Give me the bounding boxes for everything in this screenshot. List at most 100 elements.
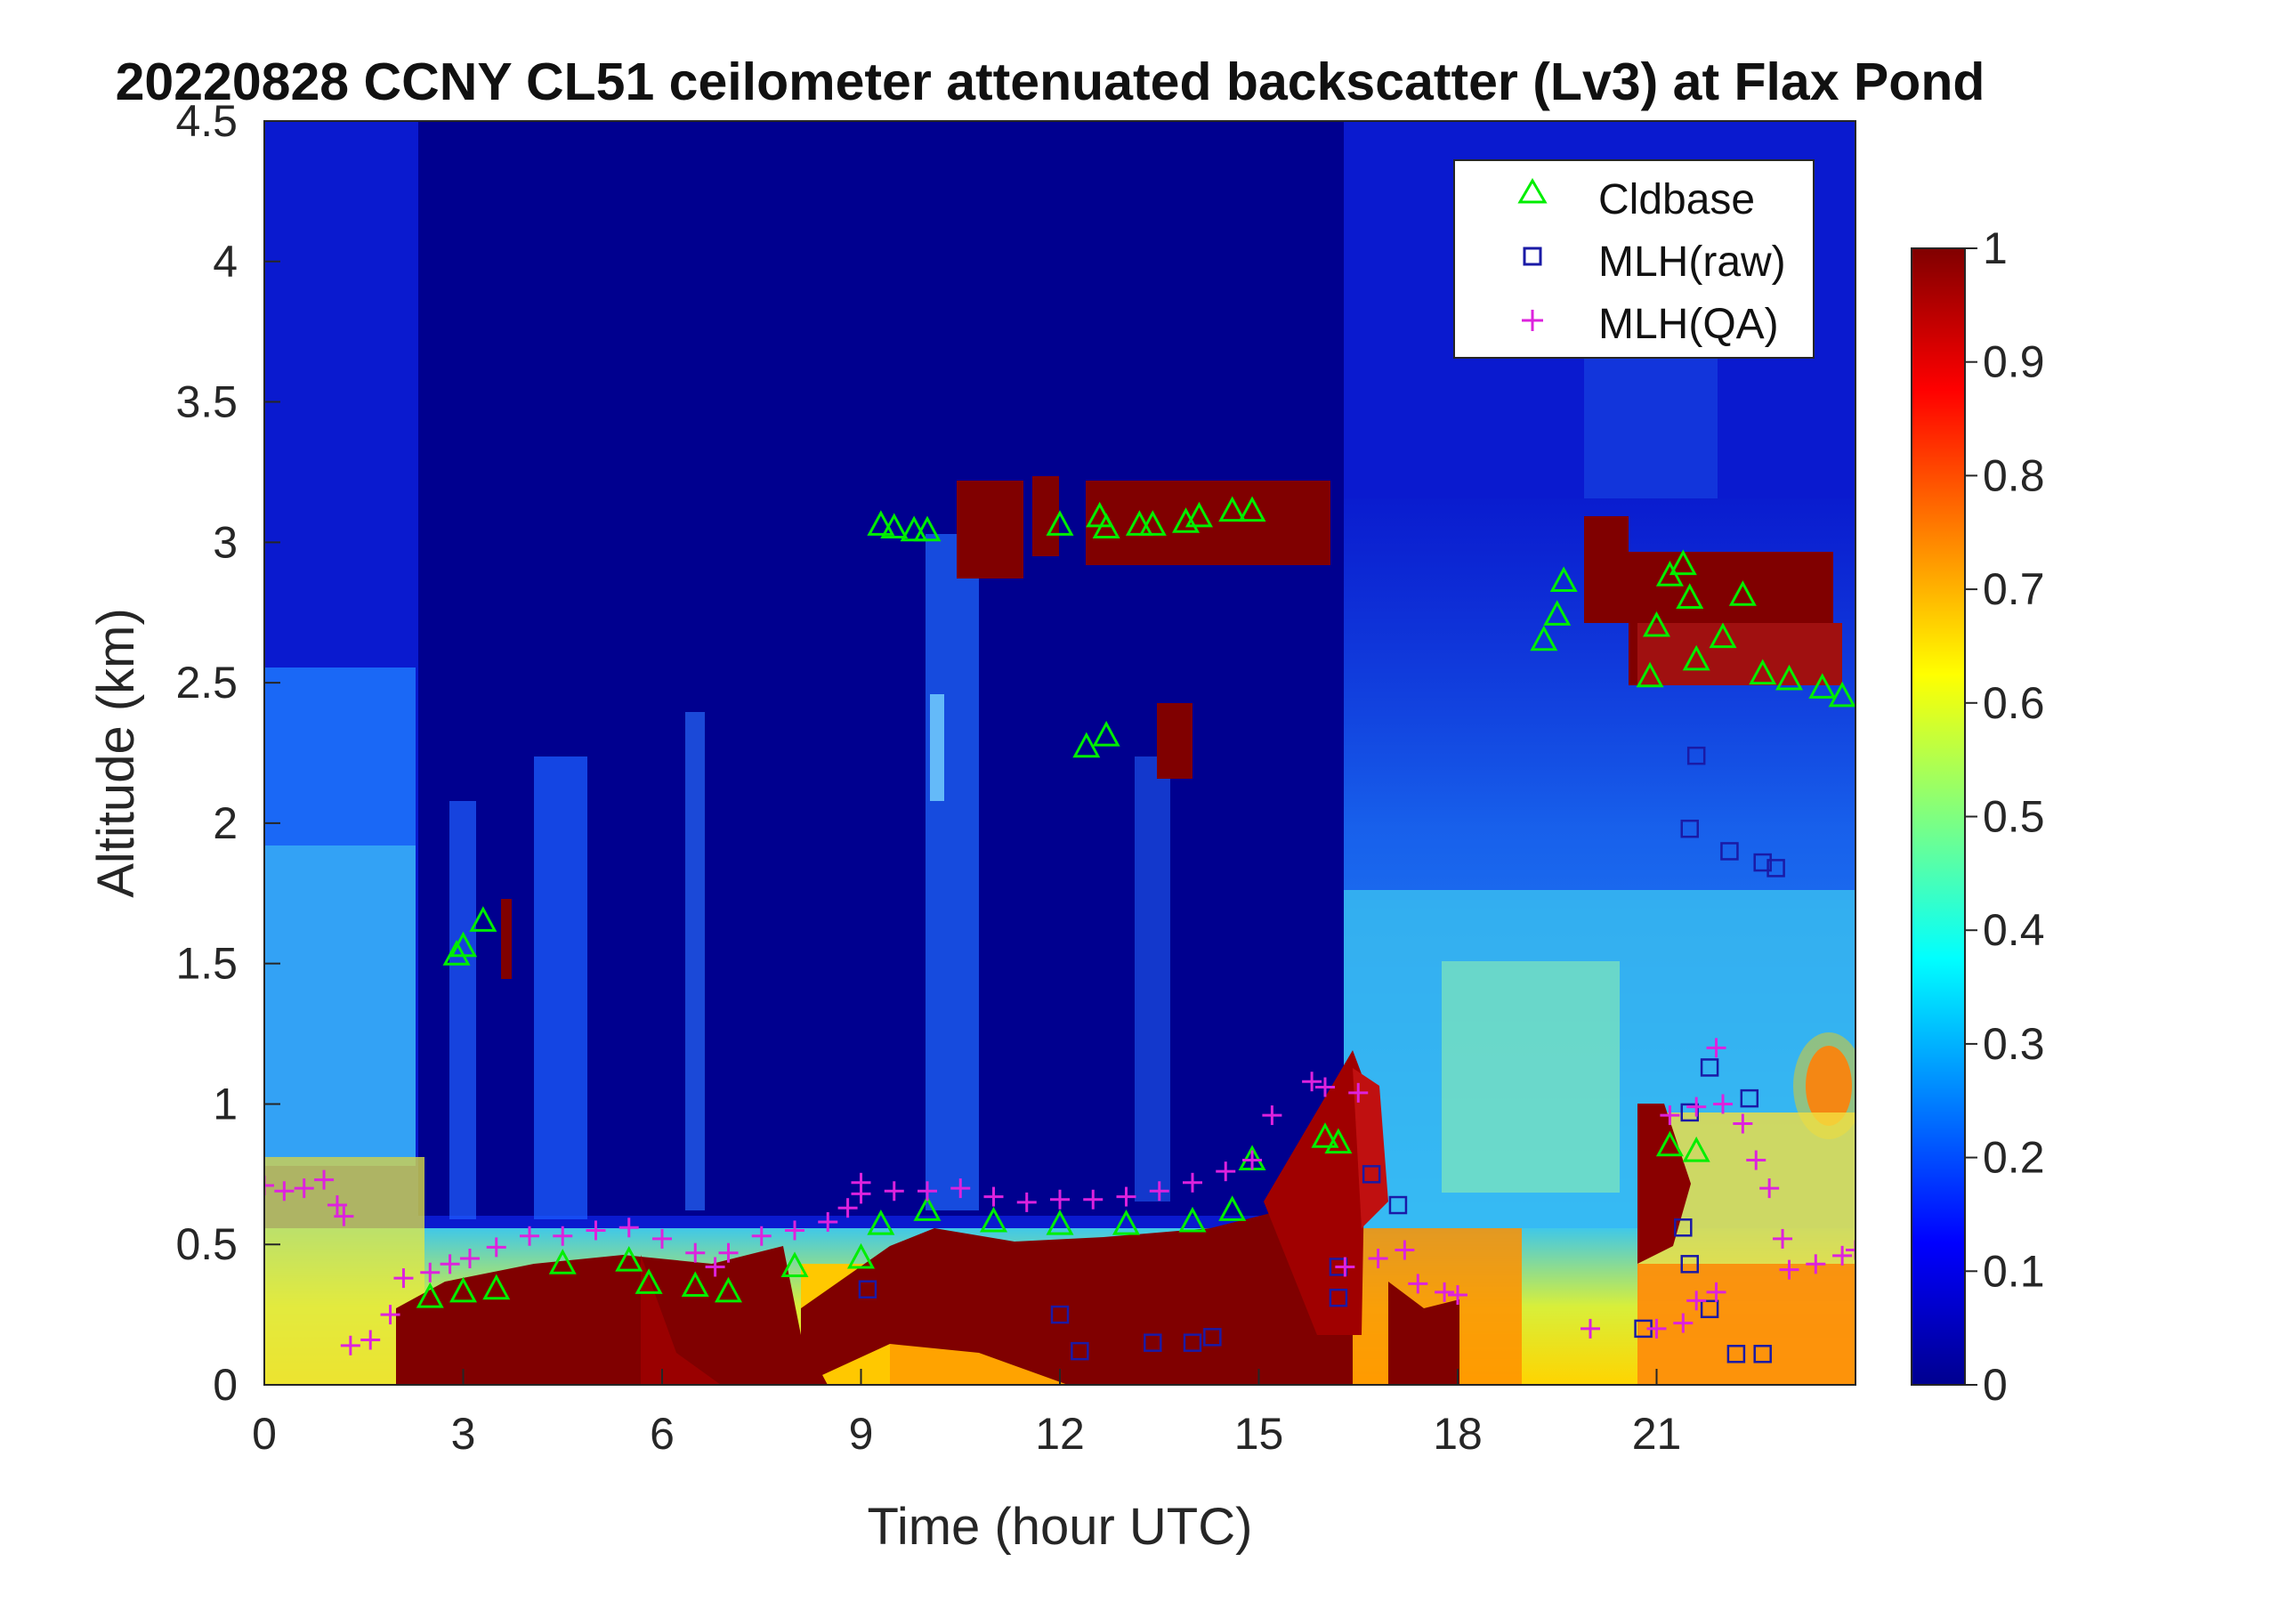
- cldbase-point: [1828, 681, 1855, 708]
- mlh-raw-point: [1726, 1345, 1746, 1363]
- x-tick-label: 6: [650, 1409, 675, 1459]
- cldbase-point: [880, 513, 909, 539]
- mlh-qa-point: [314, 1169, 335, 1190]
- cldbase-point: [449, 1276, 478, 1303]
- cldbase-point: [1218, 496, 1247, 522]
- y-tick-label: 4: [213, 237, 238, 287]
- mlh-qa-point: [884, 1181, 904, 1202]
- legend-plus-icon: [1522, 310, 1543, 331]
- mlh-qa-point: [818, 1211, 838, 1232]
- colorbar-tick-label: 0.7: [1983, 564, 2045, 614]
- cldbase-point: [846, 1242, 876, 1269]
- mlh-qa-point: [1773, 1228, 1793, 1249]
- cldbase-point: [1138, 510, 1167, 536]
- legend-triangle-icon: [1517, 178, 1548, 204]
- mlh-raw-point: [1071, 1341, 1089, 1361]
- colorbar: 0 0.1 0.2 0.3 0.4 0.5 0.6 0.7 0.8 0.9 1: [1911, 223, 2045, 1410]
- mlh-raw-point: [1686, 746, 1706, 765]
- mlh-raw-point: [1388, 1195, 1408, 1215]
- y-tick-label: 2: [213, 798, 238, 848]
- mlh-qa-point: [685, 1242, 706, 1263]
- x-tick-label: 12: [1035, 1409, 1085, 1459]
- mlh-qa-point: [1435, 1282, 1455, 1302]
- mlh-qa-point: [1302, 1072, 1322, 1092]
- mlh-qa-point: [1408, 1274, 1428, 1294]
- chart-title: 20220828 CCNY CL51 ceilometer attenuated…: [116, 53, 1985, 111]
- mlh-raw-point: [1753, 1345, 1772, 1363]
- mlh-qa-point: [652, 1228, 672, 1249]
- mlh-raw-point: [1753, 853, 1772, 872]
- mlh-qa-point: [1686, 1096, 1707, 1117]
- mlh-qa-point: [1016, 1192, 1037, 1212]
- cldbase-point: [1530, 625, 1558, 651]
- cldbase-point: [979, 1206, 1008, 1233]
- colorbar-tick-label: 0.8: [1983, 450, 2045, 500]
- mlh-qa-point: [440, 1254, 460, 1274]
- mlh-raw-point: [1362, 1165, 1381, 1184]
- mlh-qa-point: [1733, 1113, 1753, 1134]
- cldbase-point: [1218, 1195, 1247, 1221]
- mlh-raw-point: [1203, 1328, 1222, 1347]
- mlh-qa-point: [264, 1175, 274, 1195]
- cldbase-point: [913, 515, 942, 542]
- mlh-qa-point: [1183, 1172, 1202, 1193]
- mlh-qa-point: [851, 1172, 871, 1193]
- mlh-raw-point: [1700, 1299, 1719, 1319]
- cldbase-point: [1311, 1122, 1339, 1148]
- cldbase-point: [635, 1268, 663, 1294]
- mlh-qa-point: [1083, 1189, 1104, 1210]
- colorbar-tick-label: 0.1: [1983, 1246, 2045, 1296]
- cldbase-point: [615, 1246, 643, 1272]
- series-marks: [264, 496, 1855, 1363]
- cldbase-point: [1642, 611, 1671, 637]
- mlh-qa-point: [340, 1335, 360, 1355]
- cldbase-point: [1676, 583, 1704, 609]
- mlh-qa-point: [983, 1186, 1004, 1207]
- mlh-qa-point: [459, 1249, 480, 1268]
- mlh-qa-point: [705, 1257, 725, 1277]
- y-axis-label: Altitude (km): [87, 608, 145, 898]
- cldbase-point: [1178, 1206, 1207, 1233]
- x-tick-label: 0: [252, 1409, 277, 1459]
- mlh-raw-point: [1329, 1288, 1348, 1307]
- legend-box: [1453, 159, 1815, 359]
- cldbase-point: [1092, 513, 1120, 539]
- colorbar-tick-label: 0.9: [1983, 337, 2045, 387]
- cldbase-point: [482, 1274, 511, 1300]
- mlh-raw-point: [1674, 1218, 1693, 1237]
- mlh-qa-point: [1646, 1318, 1667, 1339]
- mlh-qa-point: [1806, 1254, 1826, 1274]
- cldbase-point: [1324, 1128, 1353, 1154]
- colorbar-tick-label: 0: [1983, 1360, 2008, 1410]
- mlh-qa-point: [1713, 1094, 1733, 1114]
- colorbar-tick-label: 1: [1983, 223, 2008, 273]
- cldbase-point: [1682, 1136, 1710, 1162]
- x-tick-label: 21: [1632, 1409, 1682, 1459]
- mlh-qa-point: [327, 1195, 347, 1216]
- mlh-raw-point: [1144, 1333, 1162, 1352]
- mlh-qa-point: [1448, 1285, 1467, 1306]
- cldbase-point: [548, 1249, 577, 1274]
- cldbase-point: [1636, 661, 1664, 688]
- mlh-raw-point: [1050, 1305, 1070, 1324]
- mlh-qa-point: [1581, 1318, 1600, 1339]
- mlh-raw-point: [1680, 819, 1699, 838]
- mlh-qa-point: [1262, 1105, 1282, 1126]
- cldbase-point: [1669, 549, 1697, 576]
- y-tick-label: 3.5: [175, 377, 238, 427]
- mlh-qa-point: [618, 1218, 639, 1238]
- mlh-raw-point: [1720, 842, 1739, 861]
- mlh-qa-point: [718, 1242, 739, 1263]
- x-axis-label: Time (hour UTC): [868, 1498, 1253, 1556]
- cldbase-point: [681, 1271, 709, 1298]
- legend-square-icon: [1523, 247, 1542, 266]
- cldbase-point: [780, 1251, 809, 1277]
- cldbase-point: [1775, 664, 1804, 691]
- mlh-qa-point: [380, 1305, 400, 1325]
- mlh-qa-point: [1746, 1150, 1766, 1170]
- cldbase-point: [1549, 566, 1578, 593]
- mlh-raw-point: [1766, 859, 1785, 878]
- mlh-qa-point: [553, 1226, 573, 1246]
- x-tick-label: 3: [451, 1409, 476, 1459]
- cldbase-point: [469, 906, 497, 932]
